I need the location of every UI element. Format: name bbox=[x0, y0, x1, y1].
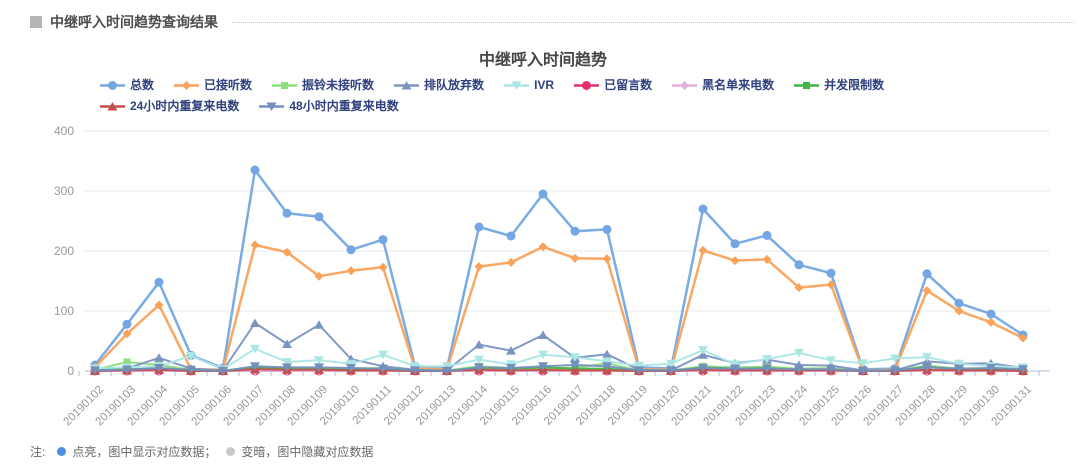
legend-on-dot-icon bbox=[57, 447, 67, 456]
legend-label: 排队放弃数 bbox=[424, 78, 485, 92]
svg-text:200: 200 bbox=[54, 244, 74, 258]
legend-item-9[interactable]: 24小时内重复来电数 bbox=[100, 99, 239, 113]
chart-legend: 总数 已接听数 振铃未接听数 排队放弃数 IVR 已留言数 黑名单来电数 并发限制数 24小时内… bbox=[100, 78, 1005, 113]
chart-title: 中继呼入时间趋势 bbox=[478, 52, 607, 69]
trend-chart-canvas[interactable]: 0 100 200 300 400 20190102 20190103 20190104 201… bbox=[0, 120, 1086, 438]
legend-item-5[interactable]: IVR bbox=[504, 78, 554, 92]
legend-item-7[interactable]: 黑名单来电数 bbox=[672, 78, 774, 92]
legend-label: 振铃未接听数 bbox=[302, 78, 375, 92]
legend-marker-icon bbox=[394, 80, 420, 89]
legend-marker-icon bbox=[100, 80, 125, 90]
footer-note: 注: 点亮，图中显示对应数据； 变暗，图中隐藏对应数据 bbox=[30, 443, 373, 460]
svg-text:0: 0 bbox=[67, 364, 74, 378]
svg-text:100: 100 bbox=[54, 304, 74, 318]
legend-item-1[interactable]: 总数 bbox=[100, 78, 154, 92]
legend-off-dot-icon bbox=[226, 447, 236, 456]
legend-label: 24小时内重复来电数 bbox=[130, 99, 240, 113]
legend-label: IVR bbox=[534, 78, 555, 92]
legend-label: 并发限制数 bbox=[824, 78, 885, 92]
legend-marker-icon bbox=[672, 80, 698, 90]
note-off-text: 变暗，图中隐藏对应数据 bbox=[241, 445, 374, 459]
legend-item-2[interactable]: 已接听数 bbox=[174, 78, 252, 92]
legend-item-4[interactable]: 排队放弃数 bbox=[394, 78, 484, 92]
legend-label: 已接听数 bbox=[204, 78, 253, 92]
svg-text:300: 300 bbox=[54, 184, 74, 198]
legend-item-8[interactable]: 并发限制数 bbox=[794, 78, 884, 92]
note-label: 注: bbox=[30, 445, 46, 459]
legend-marker-icon bbox=[574, 80, 600, 90]
legend-label: 黑名单来电数 bbox=[702, 78, 775, 92]
legend-label: 48小时内重复来电数 bbox=[289, 99, 399, 113]
legend-item-6[interactable]: 已留言数 bbox=[574, 78, 652, 92]
header-dotted-divider bbox=[232, 21, 1074, 23]
section-header: 中继呼入时间趋势查询结果 bbox=[30, 12, 1074, 32]
section-title: 中继呼入时间趋势查询结果 bbox=[50, 14, 218, 30]
note-on-text: 点亮，图中显示对应数据； bbox=[72, 445, 217, 459]
legend-marker-icon bbox=[504, 81, 530, 90]
legend-item-3[interactable]: 振铃未接听数 bbox=[272, 78, 374, 92]
legend-label: 总数 bbox=[130, 78, 155, 92]
legend-marker-icon bbox=[272, 81, 298, 89]
legend-label: 已留言数 bbox=[604, 78, 653, 92]
svg-text:400: 400 bbox=[54, 124, 74, 138]
section-marker-icon bbox=[30, 16, 42, 28]
legend-marker-icon bbox=[794, 81, 820, 89]
legend-item-10[interactable]: 48小时内重复来电数 bbox=[259, 99, 399, 113]
legend-marker-icon bbox=[174, 80, 200, 90]
legend-marker-icon bbox=[100, 101, 125, 110]
legend-marker-icon bbox=[259, 102, 285, 111]
